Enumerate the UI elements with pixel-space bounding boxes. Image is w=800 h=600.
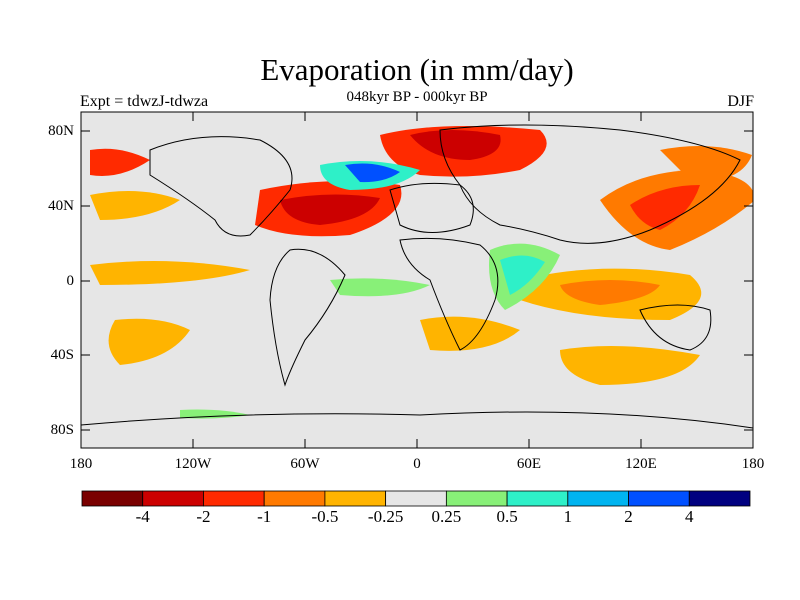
anomaly-gulfstream-core xyxy=(280,194,380,225)
anomaly-kuroshio-core xyxy=(630,185,700,230)
experiment-label: Expt = tdwzJ-tdwza xyxy=(80,93,209,110)
lat-label-80N: 80N xyxy=(48,123,74,139)
lon-label-180w: 180 xyxy=(69,456,93,472)
chart-title: Evaporation (in mm/day) xyxy=(260,52,574,87)
lat-label-0: 0 xyxy=(66,273,75,289)
colorbar-swatch xyxy=(628,490,690,507)
anomaly-field xyxy=(90,126,753,419)
anomaly-southern xyxy=(180,409,250,419)
colorbar-label: -0.25 xyxy=(367,507,404,526)
anomaly-spacific xyxy=(108,318,190,365)
lon-label-180e: 180 xyxy=(741,456,765,472)
anomaly-eq-atlantic xyxy=(330,278,430,297)
anomaly-indian-core xyxy=(560,280,660,305)
anomaly-sindian xyxy=(560,346,700,385)
lat-tick-marks xyxy=(81,130,753,431)
lon-label-60e: 60E xyxy=(516,456,542,472)
coastlines xyxy=(81,124,753,429)
colorbar-label: 4 xyxy=(685,507,694,526)
colorbar-label: 1 xyxy=(563,507,573,526)
colorbar-label: -4 xyxy=(135,507,150,526)
colorbar-label: -0.5 xyxy=(311,507,339,526)
colorbar-swatch xyxy=(324,490,387,507)
anomaly-labrador-core xyxy=(345,163,400,183)
lat-label-40S: 40S xyxy=(50,347,74,363)
colorbar-swatch xyxy=(81,490,144,507)
lat-label-80S: 80S xyxy=(50,422,74,438)
colorbar-swatch xyxy=(263,490,326,507)
lat-label-40N: 40N xyxy=(48,198,74,214)
colorbar-swatch xyxy=(506,490,569,507)
chart-subtitle: 048kyr BP - 000kyr BP xyxy=(346,89,488,105)
lon-label-120e: 120E xyxy=(625,456,657,472)
colorbar-swatch xyxy=(445,490,508,507)
season-label: DJF xyxy=(727,93,754,110)
anomaly-eq-pacific xyxy=(90,261,250,285)
anomaly-npacific xyxy=(90,191,180,220)
colorbar-swatch xyxy=(385,490,447,507)
lon-tick-marks xyxy=(192,112,642,448)
anomaly-bering xyxy=(90,148,150,176)
colorbar-label: -2 xyxy=(196,507,211,526)
anomaly-satlantic xyxy=(420,316,520,351)
colorbar-swatch xyxy=(567,490,629,507)
colorbar xyxy=(81,490,751,507)
lon-label-0: 0 xyxy=(413,456,421,472)
colorbar-label: 0.5 xyxy=(496,507,518,526)
anomaly-arabian-core xyxy=(500,255,545,295)
colorbar-swatch xyxy=(142,490,204,507)
anomaly-arctic-core xyxy=(410,130,501,160)
lon-label-120w: 120W xyxy=(174,456,212,472)
colorbar-label: 2 xyxy=(624,507,633,526)
colorbar-label: 0.25 xyxy=(431,507,462,526)
colorbar-swatch xyxy=(688,490,751,507)
colorbar-swatch xyxy=(203,490,265,507)
lon-label-60w: 60W xyxy=(290,456,320,472)
colorbar-label: -1 xyxy=(257,507,272,526)
